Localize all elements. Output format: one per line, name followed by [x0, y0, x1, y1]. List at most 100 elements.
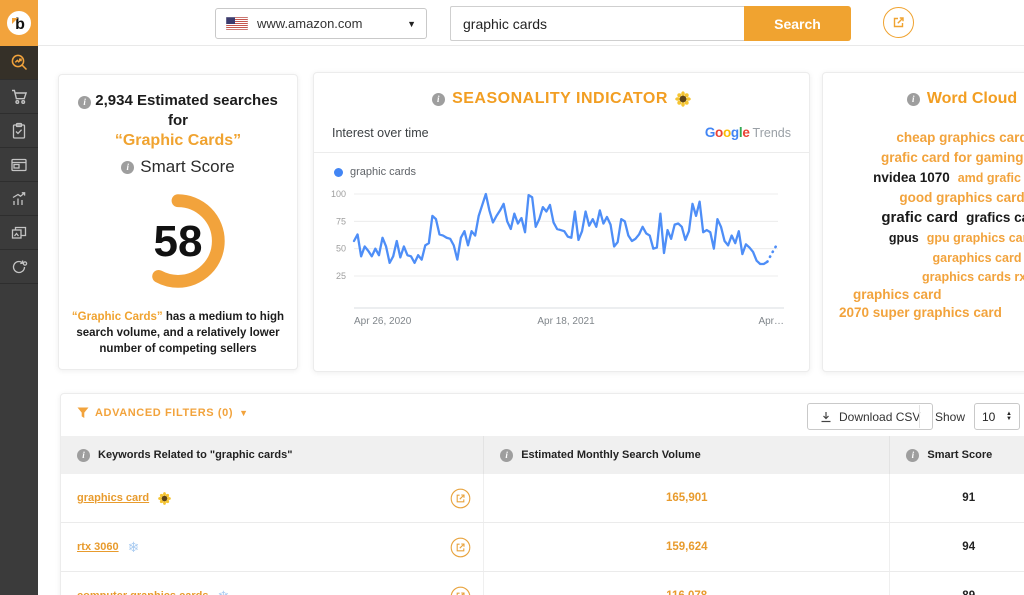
keyword-search-input[interactable] [450, 6, 744, 41]
word-cloud-card: i Word Cloud cheap graphics card grafic c… [822, 72, 1024, 372]
filter-funnel-icon [77, 407, 89, 418]
legend-label: graphic cards [350, 166, 417, 178]
divider [919, 405, 920, 428]
logo-icon: b [7, 11, 31, 35]
keyword-link[interactable]: graphics card [77, 492, 150, 504]
info-icon[interactable]: i [906, 92, 920, 106]
word-cloud-line: good graphics card [823, 188, 1024, 208]
keywords-table-card: ADVANCED FILTERS (0) ▼ Download CSV Show… [60, 393, 1024, 595]
column-header-smart-score: i Smart Score [889, 436, 1024, 474]
snowflake-icon: ❄ [217, 588, 229, 595]
smart-score-gauge: 58 [118, 183, 238, 301]
word-cloud-line: graphics card [823, 286, 1024, 304]
cart-icon [11, 89, 27, 104]
smart-score-cell: 89 [889, 572, 1024, 595]
seasonality-title: i SEASONALITY INDICATOR [314, 90, 809, 108]
sidebar-item-listing-check[interactable] [0, 114, 38, 148]
photos-icon [11, 226, 27, 239]
svg-text:75: 75 [336, 216, 346, 226]
smart-score-label-row: i Smart Score [71, 157, 285, 177]
download-csv-button[interactable]: Download CSV [807, 403, 934, 430]
table-header-row: i Keywords Related to "graphic cards" i … [61, 436, 1024, 474]
word-cloud-term[interactable]: good graphics card [899, 190, 1024, 205]
word-cloud-term[interactable]: grafic card for gaming pc [880, 150, 1024, 165]
snowflake-icon: ❄ [127, 538, 140, 555]
word-cloud-term[interactable]: grafics card [966, 210, 1024, 225]
word-cloud-term[interactable]: nvidea 1070 [873, 170, 950, 185]
word-cloud-term[interactable]: garaphics card [932, 251, 1022, 265]
estimated-searches-card: i 2,934 Estimated searches for “Graphic … [58, 74, 298, 370]
info-icon[interactable]: i [121, 160, 135, 174]
sidebar-item-storefront[interactable] [0, 148, 38, 182]
google-wordmark: Google [704, 125, 750, 140]
word-cloud-title: i Word Cloud [823, 90, 1024, 108]
sidebar-item-refresh[interactable] [0, 250, 38, 284]
gauge-arc [131, 194, 225, 288]
svg-text:Apr 18, 2021: Apr 18, 2021 [537, 316, 595, 327]
marketplace-selector[interactable]: www.amazon.com ▼ [215, 8, 427, 39]
google-trends-line-chart: 25 50 75 100 Apr 26, 2020 Apr 18, 2021 Apr… [331, 189, 784, 327]
refresh-icon [12, 259, 28, 273]
word-cloud-term[interactable]: amd grafic card [957, 171, 1024, 185]
svg-text:25: 25 [336, 271, 346, 281]
keyword-research-icon [11, 54, 27, 71]
keyword-cell: computer graphics cards ❄ [61, 572, 483, 595]
word-cloud-term[interactable]: graphics card [853, 287, 942, 302]
summary-keyword: “Graphic Cards” [114, 132, 242, 149]
word-cloud-line: graphics cards rx580 [823, 268, 1024, 286]
table-toolbar: ADVANCED FILTERS (0) ▼ Download CSV Show… [61, 394, 1024, 436]
info-icon[interactable]: i [432, 92, 446, 106]
word-cloud-term[interactable]: grafic card [881, 209, 959, 226]
table-row: rtx 3060 ❄ 159,624 94 [61, 523, 1024, 572]
seasonality-card: i SEASONALITY INDICATOR Interest over ti… [313, 72, 810, 372]
svg-text:50: 50 [336, 244, 346, 254]
sidebar-item-keyword-research[interactable] [0, 46, 38, 80]
app-logo[interactable]: b [0, 0, 38, 46]
word-cloud-body: cheap graphics card grafic card for gamin… [823, 128, 1024, 322]
info-icon[interactable]: i [500, 448, 514, 462]
word-cloud-term[interactable]: graphics cards rx580 [922, 270, 1024, 284]
sidebar-item-sales-analytics[interactable] [0, 182, 38, 216]
word-cloud-term[interactable]: gpu graphics card [926, 231, 1024, 245]
svg-text:100: 100 [331, 189, 346, 199]
info-icon[interactable]: i [906, 448, 920, 462]
search-volume-cell: 165,901 [483, 474, 889, 522]
us-flag-icon [226, 17, 248, 30]
word-cloud-term[interactable]: gpus [888, 231, 919, 245]
keyword-link[interactable]: rtx 3060 [77, 541, 119, 553]
marketplace-value: www.amazon.com [257, 16, 363, 31]
chart-legend: graphic cards [314, 166, 809, 178]
chevron-down-icon: ▼ [407, 18, 416, 29]
word-cloud-term[interactable]: cheap graphics card [896, 130, 1024, 145]
page-size-select[interactable]: 10 ▲ ▼ [974, 403, 1020, 430]
svg-text:Apr…: Apr… [758, 316, 784, 327]
table-row: computer graphics cards ❄ 116,07889 [61, 572, 1024, 595]
open-keyword-icon[interactable] [450, 537, 471, 558]
keyword-cell: graphics card [61, 474, 483, 522]
share-button[interactable] [883, 7, 914, 38]
info-icon[interactable]: i [77, 448, 90, 462]
external-link-icon [893, 17, 904, 28]
keyword-link[interactable]: computer graphics cards [77, 590, 208, 595]
smart-score-cell: 94 [889, 523, 1024, 571]
interest-over-time-label: Interest over time [332, 126, 429, 140]
open-keyword-icon[interactable] [450, 586, 471, 595]
advanced-filters-toggle[interactable]: ADVANCED FILTERS (0) ▼ [77, 407, 249, 419]
word-cloud-term[interactable]: 2070 super graphics card [839, 305, 1002, 320]
svg-text:b: b [15, 16, 25, 33]
search-volume-cell: 116,078 [483, 572, 889, 595]
legend-dot-icon [334, 167, 343, 177]
sidebar-item-cart[interactable] [0, 80, 38, 114]
sidebar-item-photos[interactable] [0, 216, 38, 250]
clipboard-check-icon [12, 122, 26, 139]
info-icon[interactable]: i [78, 96, 92, 110]
search-button[interactable]: Search [744, 6, 851, 41]
sunflower-icon [158, 491, 171, 505]
word-cloud-line: grafic card grafics card [823, 208, 1024, 228]
smart-score-value: 58 [153, 217, 203, 266]
open-keyword-icon[interactable] [450, 488, 471, 509]
estimated-searches-title: i 2,934 Estimated searches for [71, 91, 285, 130]
show-label: Show [935, 410, 966, 424]
svg-text:Apr 26, 2020: Apr 26, 2020 [354, 316, 412, 327]
smart-score-cell: 91 [889, 474, 1024, 522]
